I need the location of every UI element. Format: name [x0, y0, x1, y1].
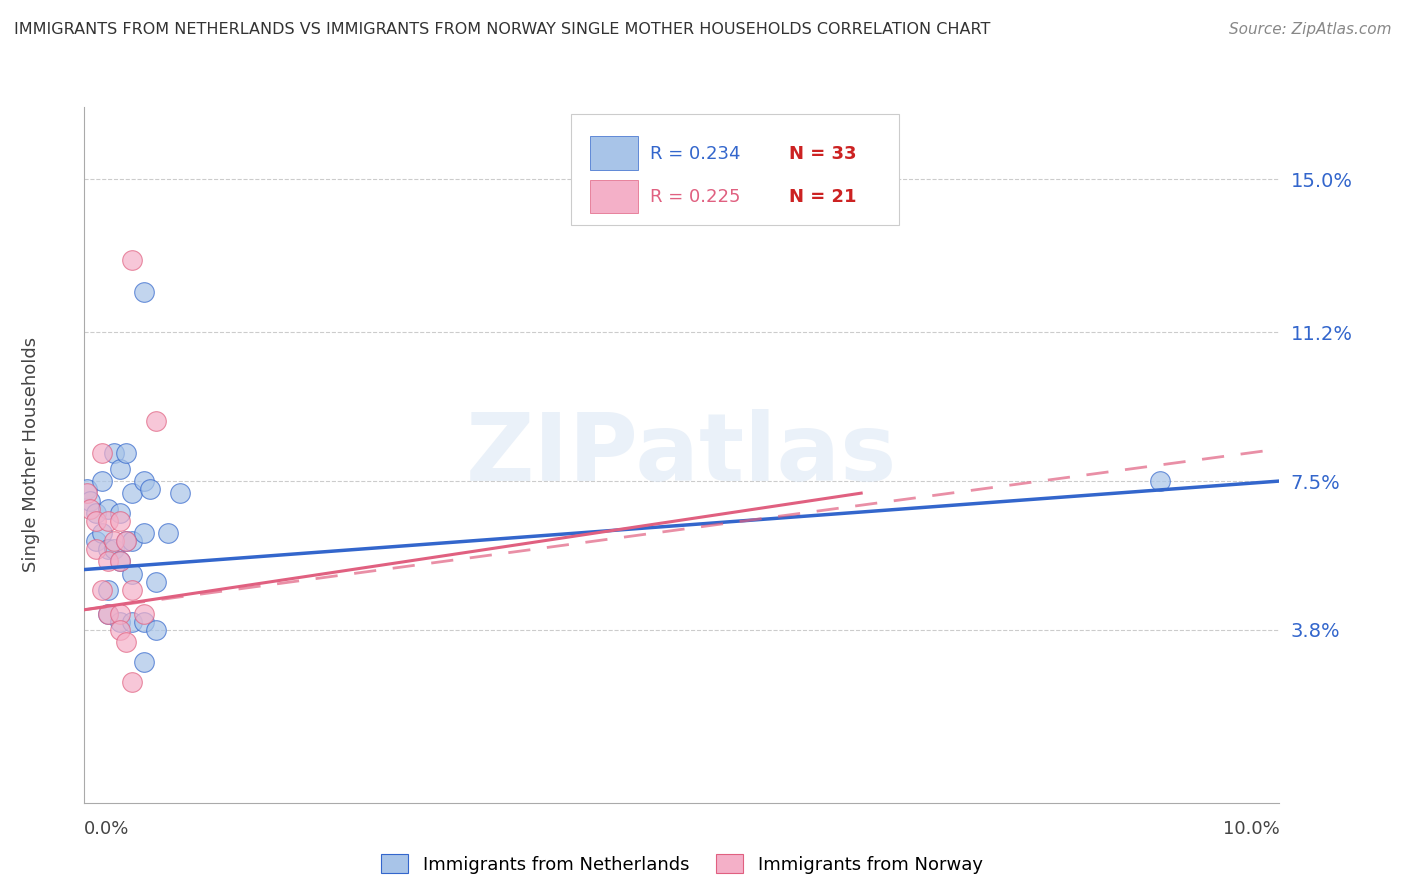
Point	[110, 615, 132, 629]
Point	[145, 574, 167, 589]
Point	[121, 534, 143, 549]
Point	[115, 534, 138, 549]
Text: Source: ZipAtlas.com: Source: ZipAtlas.com	[1229, 22, 1392, 37]
Point	[97, 502, 120, 516]
Point	[76, 486, 98, 500]
Point	[157, 526, 180, 541]
Point	[1149, 474, 1171, 488]
Point	[145, 414, 167, 428]
Point	[79, 494, 101, 508]
Point	[110, 607, 132, 621]
FancyBboxPatch shape	[591, 180, 638, 213]
Text: 0.0%: 0.0%	[84, 821, 129, 838]
Point	[110, 514, 132, 528]
Point	[110, 554, 132, 568]
Point	[115, 635, 138, 649]
Point	[121, 252, 143, 267]
Point	[86, 514, 108, 528]
Point	[110, 462, 132, 476]
FancyBboxPatch shape	[591, 136, 638, 169]
Point	[121, 615, 143, 629]
Point	[97, 514, 120, 528]
Text: ZIPatlas: ZIPatlas	[467, 409, 897, 501]
Text: R = 0.234: R = 0.234	[650, 145, 740, 162]
Point	[139, 482, 162, 496]
Point	[132, 526, 156, 541]
Text: 10.0%: 10.0%	[1223, 821, 1279, 838]
Text: R = 0.225: R = 0.225	[650, 188, 740, 206]
Point	[91, 526, 114, 541]
Point	[91, 446, 114, 460]
Legend: Immigrants from Netherlands, Immigrants from Norway: Immigrants from Netherlands, Immigrants …	[381, 855, 983, 874]
Text: Single Mother Households: Single Mother Households	[21, 337, 39, 573]
Point	[132, 474, 156, 488]
Point	[110, 623, 132, 637]
FancyBboxPatch shape	[571, 114, 900, 226]
Point	[121, 582, 143, 597]
Point	[86, 534, 108, 549]
Point	[110, 506, 132, 520]
Point	[91, 474, 114, 488]
Point	[115, 446, 138, 460]
Text: N = 21: N = 21	[790, 188, 858, 206]
Point	[91, 582, 114, 597]
Point	[97, 607, 120, 621]
Point	[103, 534, 125, 549]
Text: N = 33: N = 33	[790, 145, 858, 162]
Point	[86, 542, 108, 557]
Point	[97, 542, 120, 557]
Point	[132, 615, 156, 629]
Point	[97, 582, 120, 597]
Point	[97, 607, 120, 621]
Text: IMMIGRANTS FROM NETHERLANDS VS IMMIGRANTS FROM NORWAY SINGLE MOTHER HOUSEHOLDS C: IMMIGRANTS FROM NETHERLANDS VS IMMIGRANT…	[14, 22, 990, 37]
Point	[103, 446, 125, 460]
Point	[121, 486, 143, 500]
Point	[79, 502, 101, 516]
Point	[110, 554, 132, 568]
Point	[86, 506, 108, 520]
Point	[121, 566, 143, 581]
Point	[121, 675, 143, 690]
Point	[145, 623, 167, 637]
Point	[97, 554, 120, 568]
Point	[132, 285, 156, 299]
Point	[115, 534, 138, 549]
Point	[132, 655, 156, 669]
Point	[103, 542, 125, 557]
Point	[132, 607, 156, 621]
Point	[76, 482, 98, 496]
Point	[169, 486, 191, 500]
